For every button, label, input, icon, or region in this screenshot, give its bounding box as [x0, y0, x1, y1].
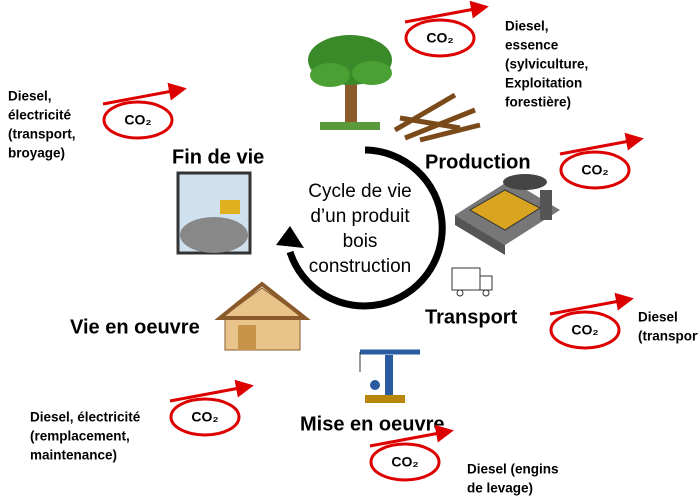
diagram: Cycle de vie d’un produit bois construction…	[0, 0, 698, 500]
co2-label: CO₂	[571, 322, 598, 338]
co2-label: CO₂	[391, 454, 418, 470]
stage-label: Transport	[425, 306, 518, 328]
co2-label: CO₂	[124, 112, 151, 128]
co2-label: CO₂	[581, 162, 608, 178]
cycle-arrowhead	[276, 226, 304, 248]
emission-note: (sylviculture,	[505, 57, 588, 72]
emission-note: Exploitation	[505, 76, 582, 91]
tree-icon	[308, 35, 392, 130]
emission-note: Diesel,	[8, 89, 52, 104]
emission-note: électricité	[8, 108, 72, 123]
co2-label: CO₂	[191, 409, 218, 425]
stage-label: Production	[425, 151, 531, 173]
emission-note: forestière)	[505, 95, 571, 110]
emission-note: de levage)	[467, 481, 533, 496]
house-icon	[220, 284, 305, 350]
stage-label: Fin de vie	[172, 146, 264, 168]
center-text: construction	[309, 256, 411, 277]
wood-icon	[395, 95, 480, 140]
crane-icon	[360, 352, 420, 403]
emission-note: Diesel	[638, 310, 678, 325]
emission-note: maintenance)	[30, 448, 117, 463]
cycle-arrow	[290, 150, 442, 306]
stage-label: Mise en oeuvre	[300, 413, 445, 435]
emission-note: essence	[505, 38, 559, 53]
co2-label: CO₂	[426, 30, 453, 46]
emission-note: (transport,	[8, 127, 76, 142]
emission-note: Diesel, électricité	[30, 410, 141, 425]
emission-note: Diesel (engins	[467, 462, 559, 477]
center-text: d’un produit	[310, 206, 410, 227]
landfill-icon	[178, 173, 250, 253]
emission-note: (remplacement,	[30, 429, 130, 444]
stage-label: Vie en oeuvre	[70, 316, 200, 338]
emission-note: (transport)	[638, 329, 698, 344]
emission-note: broyage)	[8, 146, 65, 161]
center-text: Cycle de vie	[308, 181, 412, 202]
truck-icon	[452, 268, 492, 296]
emission-note: Diesel,	[505, 19, 549, 34]
factory-icon	[455, 174, 560, 255]
center-text: bois	[343, 231, 378, 252]
